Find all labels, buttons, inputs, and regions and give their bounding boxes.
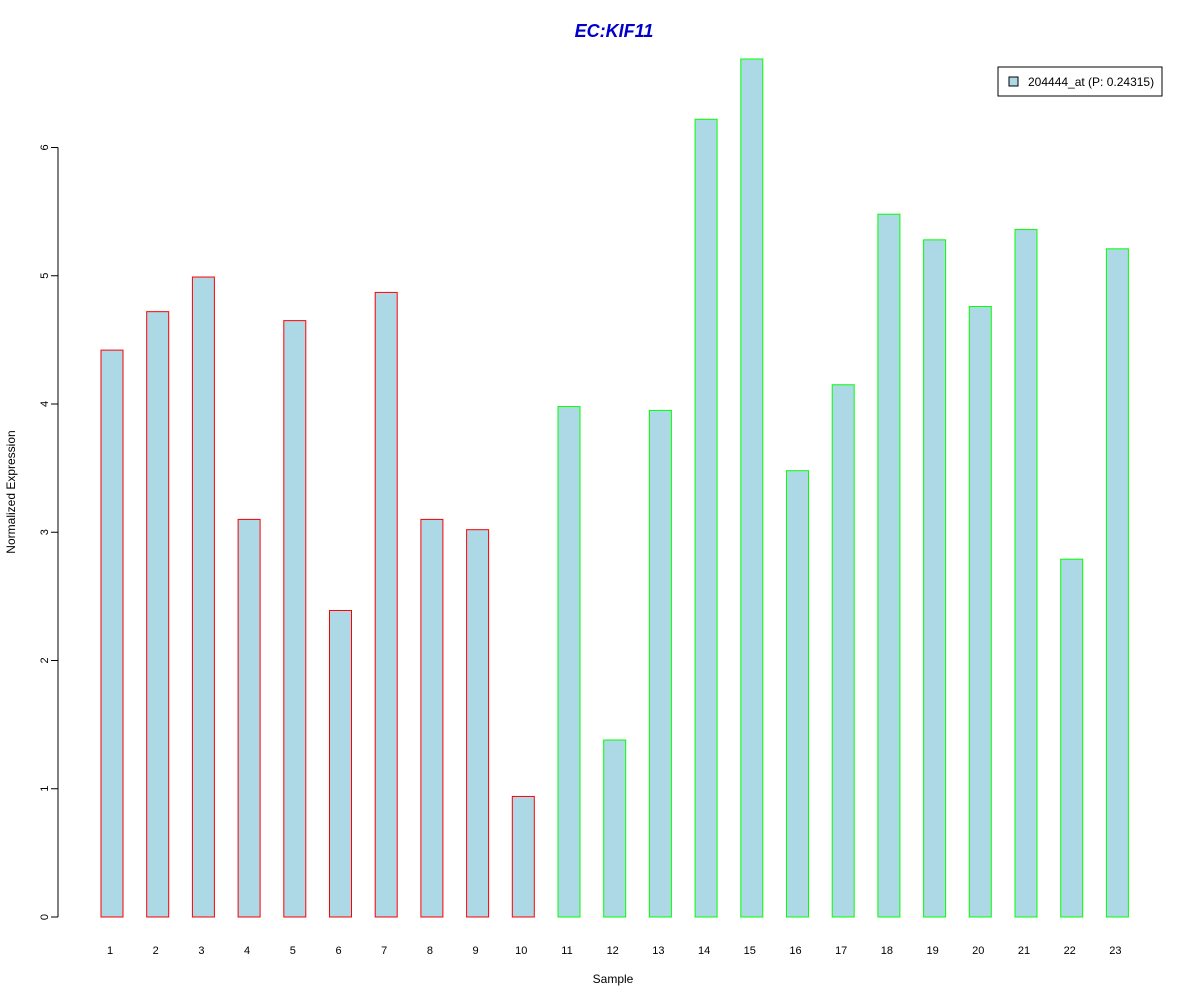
bar-sample-14 bbox=[694, 118, 718, 918]
bar-sample-19 bbox=[923, 239, 947, 918]
bar-sample-8 bbox=[420, 518, 444, 918]
bar-sample-11 bbox=[557, 406, 581, 918]
bar-sample-12 bbox=[603, 739, 627, 918]
x-tick-label-6: 6 bbox=[335, 945, 341, 957]
x-tick-label-12: 12 bbox=[607, 945, 619, 957]
y-tick-label: 6 bbox=[39, 144, 51, 150]
bar-sample-4 bbox=[237, 518, 261, 918]
bar-sample-5 bbox=[283, 320, 307, 918]
x-tick-label-1: 1 bbox=[107, 945, 113, 957]
x-tick-label-19: 19 bbox=[926, 945, 938, 957]
x-tick-label-8: 8 bbox=[427, 945, 433, 957]
x-axis-label: Sample bbox=[593, 972, 634, 986]
x-tick-label-20: 20 bbox=[972, 945, 984, 957]
bars bbox=[100, 58, 1129, 918]
x-tick-label-13: 13 bbox=[652, 945, 664, 957]
x-tick-label-2: 2 bbox=[153, 945, 159, 957]
bar-sample-15 bbox=[740, 58, 764, 918]
x-tick-labels: 1 2 3 4 5 6 7 8 9 10 11 12 13 14 15 16 17 18 19 20 21 22 23 bbox=[107, 945, 1122, 957]
x-tick-label-10: 10 bbox=[515, 945, 527, 957]
x-tick-label-23: 23 bbox=[1109, 945, 1121, 957]
bar-sample-10 bbox=[511, 795, 535, 918]
bar-sample-16 bbox=[786, 470, 809, 918]
bar-sample-9 bbox=[466, 529, 490, 918]
y-tick-label: 4 bbox=[39, 401, 51, 407]
bar-sample-1 bbox=[100, 349, 124, 918]
bar-sample-18 bbox=[877, 213, 901, 918]
bar-sample-20 bbox=[968, 306, 992, 918]
legend-box bbox=[997, 66, 1163, 97]
y-tick-label: 1 bbox=[39, 786, 51, 792]
legend: 204444_at (P: 0.24315) bbox=[997, 66, 1163, 97]
y-tick-label: 3 bbox=[39, 529, 51, 535]
y-axis: 0 1 2 3 4 5 6 bbox=[39, 144, 59, 920]
x-tick-label-3: 3 bbox=[198, 945, 204, 957]
bar-sample-6 bbox=[329, 609, 352, 918]
x-tick-label-4: 4 bbox=[244, 945, 250, 957]
legend-swatch bbox=[1008, 76, 1019, 87]
x-tick-label-14: 14 bbox=[698, 945, 710, 957]
y-tick-label: 0 bbox=[39, 914, 51, 920]
x-tick-label-18: 18 bbox=[881, 945, 893, 957]
legend-entry: 204444_at (P: 0.24315) bbox=[1028, 75, 1154, 89]
bar-sample-23 bbox=[1105, 248, 1129, 918]
bar-sample-3 bbox=[191, 276, 215, 918]
bar-sample-17 bbox=[831, 384, 855, 918]
bar-sample-21 bbox=[1014, 229, 1038, 918]
x-tick-label-16: 16 bbox=[789, 945, 801, 957]
x-tick-label-15: 15 bbox=[744, 945, 756, 957]
bar-sample-2 bbox=[146, 311, 170, 918]
x-tick-label-17: 17 bbox=[835, 945, 847, 957]
bar-sample-13 bbox=[648, 409, 672, 918]
chart-title: EC:KIF11 bbox=[575, 21, 654, 41]
bar-sample-22 bbox=[1060, 558, 1084, 918]
y-axis-label: Normalized Expression bbox=[4, 430, 18, 553]
y-tick-label: 5 bbox=[39, 273, 51, 279]
x-tick-label-22: 22 bbox=[1064, 945, 1076, 957]
x-tick-label-9: 9 bbox=[473, 945, 479, 957]
x-tick-label-7: 7 bbox=[381, 945, 387, 957]
x-tick-label-5: 5 bbox=[290, 945, 296, 957]
x-tick-label-21: 21 bbox=[1018, 945, 1030, 957]
x-tick-label-11: 11 bbox=[561, 945, 572, 957]
y-tick-label: 2 bbox=[39, 657, 51, 663]
bar-sample-7 bbox=[374, 291, 398, 918]
